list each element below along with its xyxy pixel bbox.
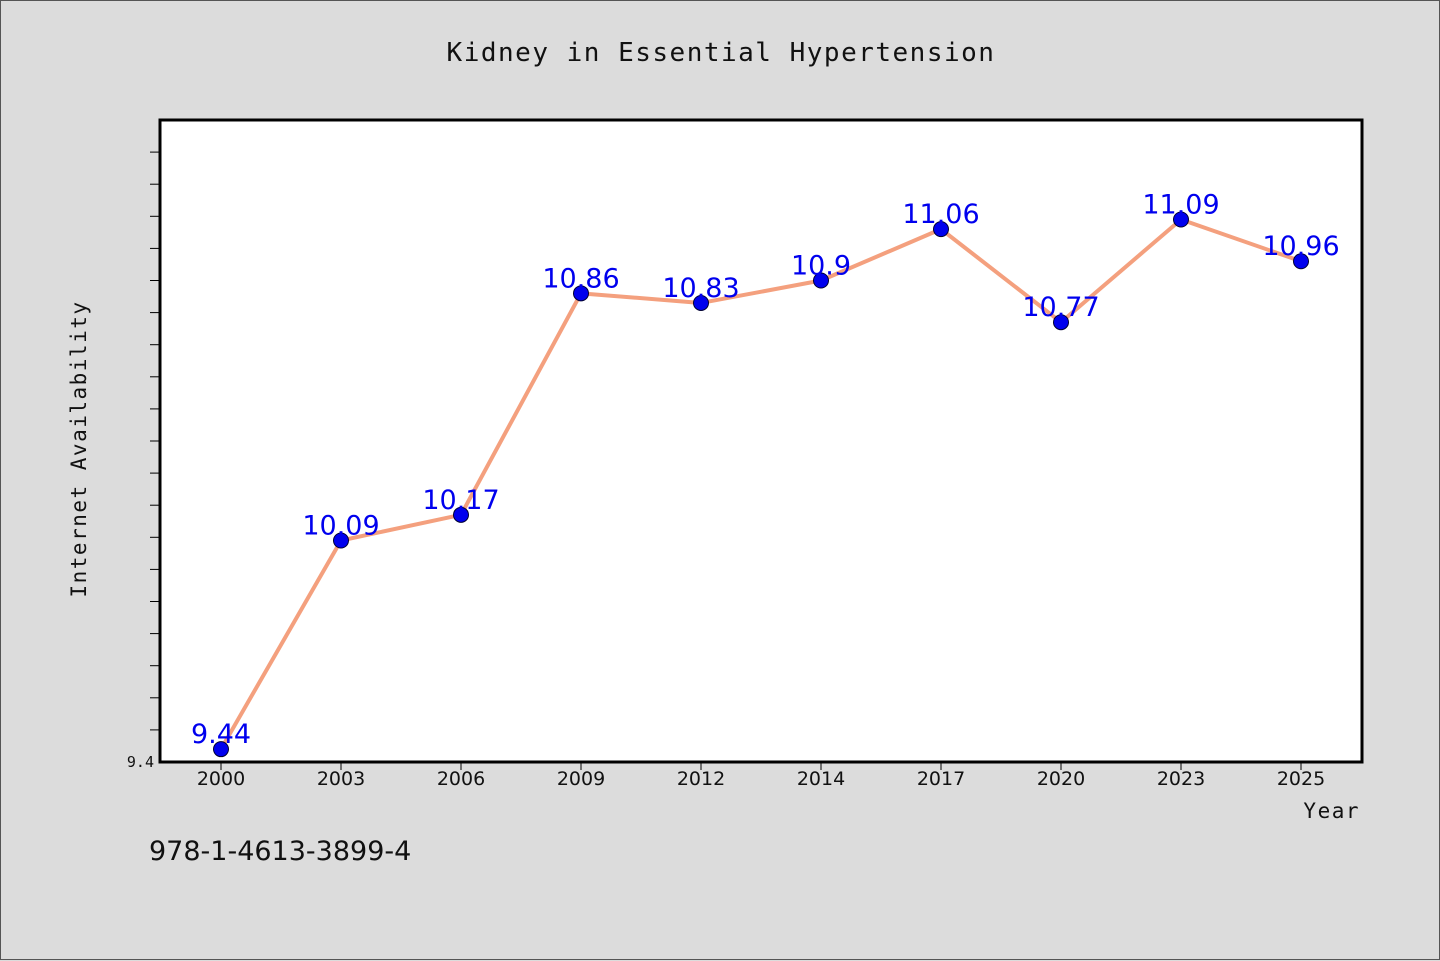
y-axis-label: Internet Availability [67,300,91,597]
footer-code: 978-1-4613-3899-4 [149,836,412,867]
data-point-marker [1053,314,1069,331]
data-point-marker [213,741,229,758]
x-tick-label: 2006 [437,768,485,790]
x-tick-label: 2020 [1037,768,1085,790]
x-tick-label: 2025 [1277,768,1325,790]
data-label: 9.44 [191,719,251,750]
x-axis-label: Year [1303,799,1360,823]
data-label: 10.17 [422,485,499,516]
data-point-marker [1173,211,1189,228]
data-label: 11.09 [1142,190,1219,221]
data-point-marker [1293,253,1309,270]
x-tick-label: 2014 [797,768,845,790]
data-label: 10.83 [662,273,739,304]
data-label: 10.86 [542,263,619,294]
chart-title: Kidney in Essential Hypertension [447,38,996,68]
x-tick-label: 2023 [1157,768,1205,790]
data-point-marker [693,294,709,311]
data-point-marker [573,285,589,302]
data-label: 11.06 [902,199,979,230]
x-tick-label: 2017 [917,768,965,790]
series-layer [213,211,1309,758]
data-point-marker [933,221,949,238]
data-label: 10.09 [302,511,379,542]
series-line [219,217,1303,752]
data-point-marker [813,272,829,289]
data-point-marker [333,532,349,549]
x-axis-ticks: 2000 2003 2006 2009 2012 2014 2017 2020 2023 2025 [197,762,1325,790]
plot-area [158,118,1364,764]
data-label: 10.77 [1022,292,1099,323]
x-tick-label: 2012 [677,768,725,790]
y-tick-label: 9.4 [127,753,154,771]
x-tick-label: 2003 [317,768,365,790]
data-point-marker [453,506,469,523]
y-axis-ticks: 9.4 [127,151,160,771]
x-tick-label: 2000 [197,768,245,790]
x-tick-label: 2009 [557,768,605,790]
data-label: 10.96 [1262,231,1339,262]
data-label: 10.9 [791,251,851,282]
data-labels-layer: 9.44 10.09 10.17 10.86 10.83 10.9 11.06 10.77 11… [191,190,1340,751]
